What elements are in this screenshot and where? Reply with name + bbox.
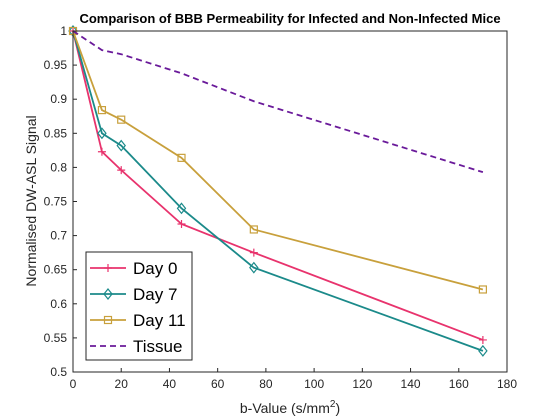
data-point-plus-marker [104,264,112,272]
legend-item: Tissue [90,337,182,356]
data-point-diamond-marker [103,288,113,300]
x-tick-label: 140 [401,377,421,391]
y-tick-label: 0.65 [44,263,68,277]
legend-box [85,251,193,361]
x-tick-label: 60 [211,377,225,391]
x-axis-label: b-Value (s/mm2) [240,399,340,416]
y-tick-label: 0.9 [50,92,67,106]
x-axis-label-close: ) [335,400,340,416]
x-axis-label-main: b-Value (s/mm [240,400,330,416]
series-line [72,30,484,341]
y-tick-label: 0.5 [50,365,67,379]
data-point-diamond-marker [176,202,187,215]
data-point-diamond-marker [478,344,488,357]
data-point-diamond-marker [97,127,107,140]
data-point-square-marker [478,285,487,294]
x-tick-label: 0 [70,377,77,391]
y-tick-label: 0.55 [44,331,68,345]
y-tick-label: 0.8 [50,160,67,174]
data-point-plus-marker [249,248,258,257]
x-axis-label-sup: 2 [330,399,336,410]
y-tick-label: 1 [60,24,67,38]
y-tick-label: 0.7 [50,229,67,243]
x-tick-label: 80 [259,377,273,391]
series-tissue [72,30,484,174]
data-point-diamond-marker [116,139,126,152]
x-tick-label: 20 [115,377,129,391]
legend-item: Day 7 [90,285,177,304]
data-point-diamond-marker [249,261,259,274]
legend-label: Day 7 [133,285,177,304]
data-point-plus-marker [97,147,106,156]
x-tick-label: 160 [449,377,469,391]
y-tick-label: 0.95 [44,58,68,72]
y-tick-label: 0.75 [44,195,68,209]
legend: Day 0 Day 7 Day 11 Tissue [85,251,193,361]
data-point-plus-marker [478,335,487,344]
y-tick-label: 0.85 [44,126,68,140]
legend-item: Day 11 [90,311,186,330]
series-day-0 [69,27,487,344]
x-tick-label: 120 [352,377,372,391]
x-tick-label: 40 [163,377,177,391]
series-line [72,30,484,174]
series-line [72,30,484,291]
legend-item: Day 0 [90,259,177,278]
x-tick-label: 100 [304,377,324,391]
data-point-plus-marker [117,166,126,175]
chart-title: Comparison of BBB Permeability for Infec… [79,11,500,26]
data-point-square-marker [249,225,258,234]
legend-label: Tissue [133,337,182,356]
y-tick-label: 0.6 [50,297,67,311]
legend-label: Day 11 [133,311,186,330]
series-line [72,30,484,352]
data-point-square-marker [97,106,107,115]
data-point-square-marker [117,115,126,124]
data-point-square-marker [177,153,186,162]
y-axis-label: Normalised DW-ASL Signal [23,115,39,286]
legend-label: Day 0 [133,259,177,278]
data-point-square-marker [103,315,113,325]
x-tick-label: 180 [497,377,517,391]
data-point-plus-marker [177,220,186,229]
